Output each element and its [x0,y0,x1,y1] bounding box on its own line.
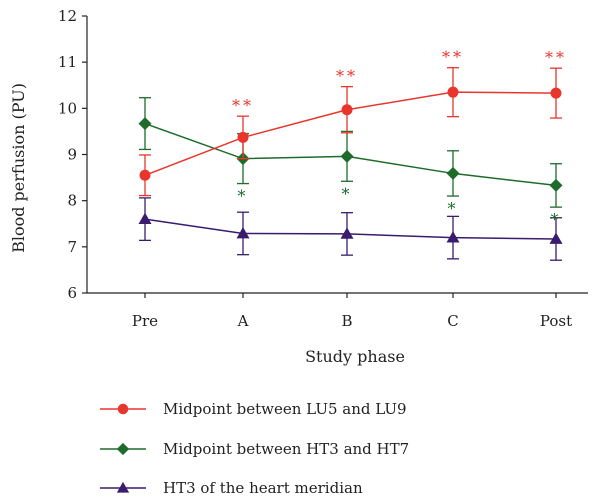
legend-marker [116,481,130,493]
data-point [340,149,354,163]
significance-marker: * [342,184,353,203]
x-tick-label: A [237,312,249,330]
significance-marker: ** [545,48,567,67]
legend-marker [117,403,129,415]
significance-marker: * [448,199,459,218]
data-point [447,86,459,98]
data-point [138,117,152,131]
significance-marker: ** [232,96,254,115]
y-tick-label: 6 [67,284,77,302]
legend-label: HT3 of the heart meridian [163,479,363,497]
data-point [236,226,250,239]
y-tick-label: 7 [67,238,77,256]
x-tick-label: Pre [132,312,158,330]
y-tick-label: 10 [58,99,77,117]
significance-marker: * [238,187,249,206]
data-point [446,166,460,180]
significance-marker: ** [336,67,358,86]
data-point [340,227,354,239]
y-axis-label: Blood perfusion (PU) [9,83,28,253]
y-tick-label: 11 [58,53,77,71]
y-tick-label: 9 [67,146,77,164]
legend-label: Midpoint between LU5 and LU9 [163,400,407,418]
data-point [549,178,563,192]
data-point [341,104,353,116]
data-point [138,212,152,225]
significance-marker: ** [442,48,464,67]
data-point [550,87,562,99]
significance-marker: * [551,210,562,229]
x-tick-label: Post [540,312,572,330]
x-axis-label: Study phase [305,347,405,366]
y-tick-label: 12 [58,7,77,25]
legend-marker [116,442,130,456]
y-tick-label: 8 [67,192,77,210]
data-point [549,232,563,244]
x-tick-label: B [341,312,352,330]
data-point [237,131,249,143]
series-line [144,91,557,176]
x-tick-label: C [447,312,458,330]
data-point [446,231,460,243]
legend-label: Midpoint between HT3 and HT7 [163,440,409,458]
legend: Midpoint between LU5 and LU9 Midpoint bet… [100,400,409,497]
data-point [139,169,151,181]
